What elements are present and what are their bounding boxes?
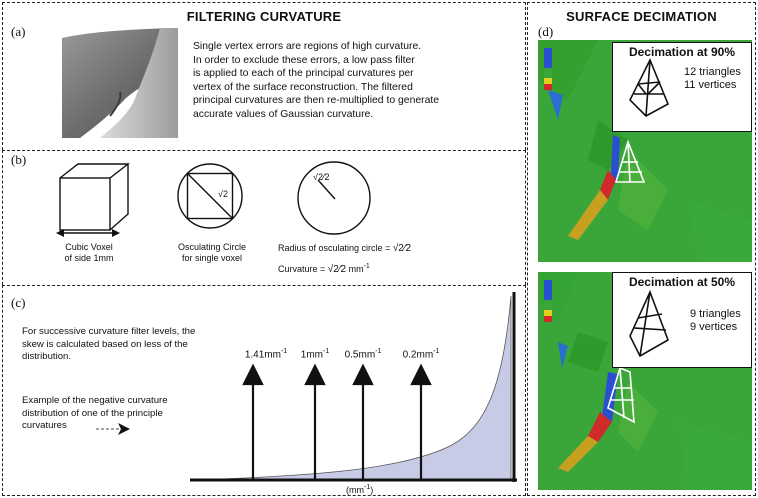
decimation-90-vertices: 11 vertices (684, 79, 737, 91)
cube-caption-line: Cubic Voxel (65, 242, 113, 252)
x-axis-label-text: (mm (346, 485, 364, 495)
panel-c-text1: For successive curvature filter levels, … (22, 326, 232, 364)
arrow-label-1-exp: -1 (280, 348, 288, 355)
panel-c-text2: Example of the negative curvature distri… (22, 395, 232, 433)
cube-caption: Cubic Voxel of side 1mm (52, 242, 126, 264)
panel-c-text2-line: Example of the negative curvature (22, 395, 168, 406)
pointer-arrow-icon (96, 423, 130, 435)
panel-a-line: In order to exclude these errors, a low … (193, 54, 415, 66)
panel-a-label: (a) (11, 24, 26, 39)
panel-c-text2-line: distribution of one of the principle (22, 407, 163, 419)
panel-d-label: (d) (538, 24, 554, 39)
wire-mesh-top (614, 139, 646, 183)
radius-formula: Radius of osculating circle = √2⁄2 (278, 243, 411, 254)
arrow-label-2: 1mm-1 (287, 348, 343, 360)
double-arrow-icon (56, 229, 120, 237)
circle-caption-line: for single voxel (181, 253, 243, 263)
arrow-label-3: 0.5mm-1 (333, 348, 393, 360)
arrow-label-4-exp: -1 (433, 348, 440, 355)
decimation-90-text: 12 triangles 11 vertices (684, 66, 752, 92)
panel-c-text1-line: For successive curvature filter levels, … (22, 326, 196, 337)
filter-arrow-4 (410, 363, 432, 480)
decimation-50-vertices: 9 vertices (690, 321, 738, 333)
voxel-diagram (59, 161, 371, 235)
decimation-90-title: Decimation at 90% (628, 45, 736, 59)
panel-c-text1-line: skew is calculated based on less of the (22, 338, 188, 350)
mesh-50-icon (629, 290, 669, 358)
arrow-label-3-exp: -1 (375, 348, 382, 355)
sqrt2-over-2-label: √2⁄2 (313, 172, 330, 182)
x-axis-label: (mm-1) (346, 484, 373, 495)
panel-a-text: Single vertex errors are regions of high… (193, 40, 523, 122)
curvature-text: Curvature = (278, 264, 328, 274)
panel-c-text1-line: distribution. (22, 351, 72, 362)
x-axis-label-close: ) (370, 485, 374, 495)
decimation-50-title: Decimation at 50% (628, 275, 736, 289)
osculating-circle-icon (177, 163, 243, 229)
distribution-chart (189, 292, 517, 482)
surface-render-image (60, 28, 178, 138)
cube-icon (59, 163, 131, 231)
filter-arrow-1 (242, 363, 264, 480)
decimation-50-box (612, 272, 752, 368)
arrow-label-2-value: 1mm (300, 349, 323, 361)
panel-a-box (2, 2, 526, 150)
circle-caption: Osculating Circle for single voxel (172, 242, 252, 264)
panel-a-line: is applied to each of the principal curv… (193, 68, 414, 80)
x-axis-label-exp: -1 (364, 484, 371, 491)
arrow-label-2-exp: -1 (323, 348, 330, 355)
radius-text: Radius of osculating circle = (278, 243, 393, 253)
filter-arrow-3 (352, 363, 374, 480)
arrow-label-1: 1.41mm-1 (236, 348, 296, 360)
filter-arrow-2 (304, 363, 326, 480)
curvature-unit: mm (348, 264, 364, 274)
distribution-area (189, 295, 512, 481)
panel-b-label: (b) (11, 152, 27, 167)
decimation-90-box (612, 42, 752, 132)
panel-d-box (527, 2, 756, 496)
radius-circle-icon (297, 161, 371, 235)
curvature-formula: Curvature = √2⁄2 mm-1 (278, 263, 370, 275)
left-title: FILTERING CURVATURE (186, 9, 342, 24)
right-title: SURFACE DECIMATION (566, 9, 717, 24)
sqrt2-label: √2 (218, 189, 228, 199)
arrow-label-4-value: 0.2mm (402, 349, 434, 361)
panel-c-text2-line: curvatures (22, 420, 67, 431)
radius-value: √2⁄2 (392, 243, 412, 254)
panel-c-label: (c) (11, 295, 26, 310)
panel-a-line: principal curvatures are then re-multipl… (193, 95, 440, 107)
circle-caption-line: Osculating Circle (177, 242, 247, 252)
curvature-value: √2⁄2 (327, 264, 347, 275)
mesh-90-icon (629, 58, 670, 117)
arrow-label-4: 0.2mm-1 (391, 348, 451, 360)
curvature-unit-exp: -1 (363, 263, 370, 270)
decimation-90-triangles: 12 triangles (684, 66, 741, 78)
panel-a-line: vertex of the surface reconstruction. Th… (193, 81, 413, 93)
panel-b-box (2, 150, 526, 285)
arrow-label-3-value: 0.5mm (344, 349, 376, 361)
panel-c-box (2, 285, 526, 496)
decimation-50-triangles: 9 triangles (690, 308, 741, 320)
panel-a-line: Single vertex errors are regions of high… (193, 41, 422, 52)
cube-caption-line: of side 1mm (64, 253, 114, 263)
wire-mesh-bottom (607, 366, 635, 424)
arrow-label-1-value: 1.41mm (244, 349, 281, 361)
panel-a-line: accurate values of Gaussian curvature. (193, 108, 374, 120)
decimation-50-text: 9 triangles 9 vertices (690, 308, 752, 334)
